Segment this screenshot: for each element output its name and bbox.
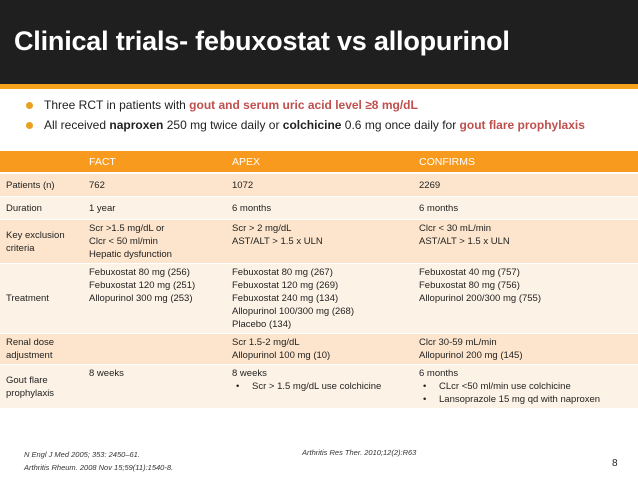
cell-line: Clcr 30-59 mL/min — [419, 337, 497, 348]
cell-line: Allopurinol 300 mg (253) — [89, 293, 193, 304]
table-cell-fact: Febuxostat 80 mg (256) Febuxostat 120 mg … — [83, 263, 226, 334]
reference: Arthritis Res Ther. 2010;12(2):R63 — [302, 448, 417, 457]
table-cell-apex: 1072 — [226, 173, 413, 197]
bullet-highlight: gout and serum uric acid level ≥8 mg/dL — [189, 98, 418, 112]
cell-line: Allopurinol 200 mg (145) — [419, 350, 523, 361]
row-label: Key exclusion criteria — [0, 219, 83, 264]
bullet-dot-icon — [26, 122, 33, 129]
cell-line: Febuxostat 80 mg (256) — [89, 267, 190, 278]
cell-line: Clcr < 50 ml/min — [89, 236, 158, 247]
bullet-item: Three RCT in patients with gout and seru… — [0, 97, 638, 114]
cell-line: 2269 — [419, 179, 441, 191]
table-cell-fact — [83, 333, 226, 365]
table-header-row: FACT APEX CONFIRMS — [0, 151, 638, 174]
table-header: CONFIRMS — [413, 151, 638, 174]
cell-line: 8 weeks — [232, 368, 267, 379]
bullet-list: Three RCT in patients with gout and seru… — [0, 97, 638, 134]
table-header — [0, 151, 83, 174]
cell-line: Febuxostat 240 mg (134) — [232, 293, 339, 304]
cell-line: Febuxostat 120 mg (251) — [89, 280, 196, 291]
cell-line: Febuxostat 40 mg (757) — [419, 267, 520, 278]
bullet-highlight: gout flare prophylaxis — [459, 118, 585, 132]
title-bar: Clinical trials- febuxostat vs allopurin… — [0, 0, 638, 84]
row-label: Renal dose adjustment — [0, 333, 83, 365]
row-label: Duration — [0, 196, 83, 220]
cell-bullet-item: CLcr <50 ml/min use colchicine — [419, 380, 632, 393]
cell-line: 6 months — [419, 202, 459, 214]
table-cell-confirms: Febuxostat 40 mg (757) Febuxostat 80 mg (… — [413, 263, 638, 334]
table-cell-confirms: Clcr 30-59 mL/min Allopurinol 200 mg (145… — [413, 333, 638, 365]
row-label: Treatment — [0, 263, 83, 334]
cell-line: Febuxostat 80 mg (756) — [419, 280, 520, 291]
cell-bullet-list: CLcr <50 ml/min use colchicineLansoprazo… — [419, 380, 632, 406]
table-row: Renal dose adjustment Scr 1.5-2 mg/dL Allo… — [0, 333, 638, 365]
footer-references: N Engl J Med 2005; 353: 2450–61. Arthrit… — [24, 448, 173, 474]
accent-strip — [0, 84, 638, 89]
cell-line: Febuxostat 80 mg (267) — [232, 267, 333, 278]
table-row: Patients (n) 762 1072 2269 — [0, 173, 638, 197]
cell-line: 1072 — [232, 179, 254, 191]
bullet-bold: colchicine — [282, 118, 342, 132]
table-cell-apex: Scr 1.5-2 mg/dL Allopurinol 100 mg (10) — [226, 333, 413, 365]
table-cell-apex: 8 weeksScr > 1.5 mg/dL use colchicine — [226, 364, 413, 409]
table-cell-apex: 6 months — [226, 196, 413, 220]
cell-line: Allopurinol 200/300 mg (755) — [419, 293, 541, 304]
bullet-text: 250 mg twice daily or — [163, 118, 283, 132]
cell-line: Placebo (134) — [232, 319, 292, 330]
cell-line: Febuxostat 120 mg (269) — [232, 280, 339, 291]
cell-line: AST/ALT > 1.5 x ULN — [232, 236, 323, 247]
cell-line: 1 year — [89, 202, 116, 214]
table-cell-fact: 8 weeks — [83, 364, 226, 409]
trials-table: FACT APEX CONFIRMS Patients (n) 762 1072 22… — [0, 151, 638, 409]
table-header: APEX — [226, 151, 413, 174]
table-cell-fact: Scr >1.5 mg/dL or Clcr < 50 ml/min Hepatic… — [83, 219, 226, 264]
cell-line: Scr > 2 mg/dL — [232, 223, 292, 234]
cell-line: Scr >1.5 mg/dL or — [89, 223, 165, 234]
cell-line: AST/ALT > 1.5 x ULN — [419, 236, 510, 247]
cell-line: 6 months — [232, 202, 272, 214]
cell-bullet-item: Scr > 1.5 mg/dL use colchicine — [232, 380, 407, 393]
table-cell-confirms: 2269 — [413, 173, 638, 197]
bullet-dot-icon — [26, 102, 33, 109]
bullet-text: Three RCT in patients with — [44, 98, 190, 112]
row-label: Patients (n) — [0, 173, 83, 197]
table-header: FACT — [83, 151, 226, 174]
cell-line: 6 months — [419, 368, 459, 379]
cell-bullet-item: Lansoprazole 15 mg qd with naproxen — [419, 393, 632, 406]
cell-line: 8 weeks — [89, 368, 124, 379]
table-row: Key exclusion criteria Scr >1.5 mg/dL or C… — [0, 219, 638, 264]
table-cell-confirms: 6 monthsCLcr <50 ml/min use colchicineLa… — [413, 364, 638, 409]
cell-line: Clcr < 30 mL/min — [419, 223, 492, 234]
bullet-item: All received naproxen 250 mg twice daily… — [0, 117, 638, 134]
table-cell-confirms: Clcr < 30 mL/min AST/ALT > 1.5 x ULN — [413, 219, 638, 264]
bullet-bold: naproxen — [109, 118, 164, 132]
cell-line: Allopurinol 100 mg (10) — [232, 350, 331, 361]
row-label: Gout flare prophylaxis — [0, 364, 83, 409]
table-cell-apex: Febuxostat 80 mg (267) Febuxostat 120 mg … — [226, 263, 413, 334]
table-row: Treatment Febuxostat 80 mg (256) Febuxosta… — [0, 263, 638, 334]
slide-title: Clinical trials- febuxostat vs allopurin… — [14, 26, 510, 56]
table-cell-fact: 762 — [83, 173, 226, 197]
bullet-text: All received — [44, 118, 110, 132]
bullet-text: 0.6 mg once daily for — [341, 118, 460, 132]
page-number: 8 — [612, 458, 618, 469]
table-cell-fact: 1 year — [83, 196, 226, 220]
table-cell-confirms: 6 months — [413, 196, 638, 220]
cell-line: Allopurinol 100/300 mg (268) — [232, 306, 354, 317]
table-row: Duration 1 year 6 months 6 months — [0, 196, 638, 220]
reference: N Engl J Med 2005; 353: 2450–61. — [24, 450, 140, 459]
cell-line: Hepatic dysfunction — [89, 249, 172, 260]
reference: Arthritis Rheum. 2008 Nov 15;59(11):1540… — [24, 463, 174, 472]
cell-line: 762 — [89, 179, 105, 191]
table-cell-apex: Scr > 2 mg/dL AST/ALT > 1.5 x ULN — [226, 219, 413, 264]
cell-line: Scr 1.5-2 mg/dL — [232, 337, 300, 348]
cell-bullet-list: Scr > 1.5 mg/dL use colchicine — [232, 380, 407, 393]
